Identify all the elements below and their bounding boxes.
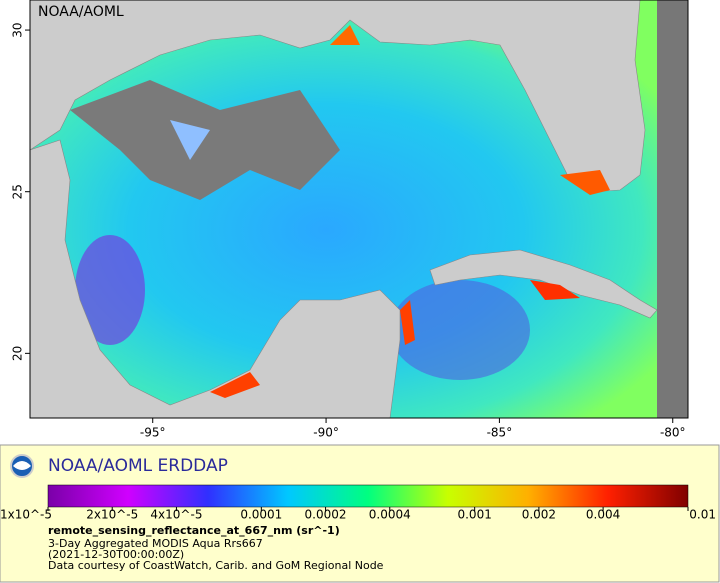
- colorbar-tick-label: 0.0002: [305, 508, 347, 522]
- colorbar-tick-label: 0.0004: [369, 508, 411, 522]
- info-line: 3-Day Aggregated MODIS Aqua Rrs667: [48, 537, 263, 550]
- legend-panel: [0, 444, 720, 583]
- map-title: NOAA/AOML: [38, 4, 124, 20]
- colorbar-tick-label: 0.002: [522, 508, 556, 522]
- map-image: [30, 0, 688, 418]
- colorbar-tick-label: 1x10^-5: [0, 508, 52, 522]
- y-tick-label: 25: [11, 184, 25, 199]
- colorbar-tick-label: 0.01: [689, 508, 716, 522]
- info-line: Data courtesy of CoastWatch, Carib. and …: [48, 559, 384, 572]
- colorbar-tick-label: 2x10^-5: [86, 508, 138, 522]
- colorbar-tick-label: 0.0001: [240, 508, 282, 522]
- x-tick-label: -80°: [660, 426, 686, 440]
- map-frame: [29, 0, 689, 419]
- legend-title: NOAA/AOML ERDDAP: [48, 456, 228, 476]
- y-tick-label: 20: [11, 346, 25, 361]
- x-tick-label: -85°: [487, 426, 513, 440]
- x-tick-label: -95°: [140, 426, 166, 440]
- x-tick-label: -90°: [313, 426, 339, 440]
- y-tick-label: 30: [11, 22, 25, 37]
- colorbar-tick-label: 0.004: [586, 508, 620, 522]
- colorbar: [47, 484, 689, 508]
- info-line: (2021-12-30T00:00:00Z): [48, 548, 184, 561]
- logo-gull: [13, 461, 31, 470]
- colorbar-tick-label: 0.001: [457, 508, 491, 522]
- variable-name: remote_sensing_reflectance_at_667_nm (sr…: [48, 524, 340, 537]
- colorbar-tick-label: 4x10^-5: [150, 508, 202, 522]
